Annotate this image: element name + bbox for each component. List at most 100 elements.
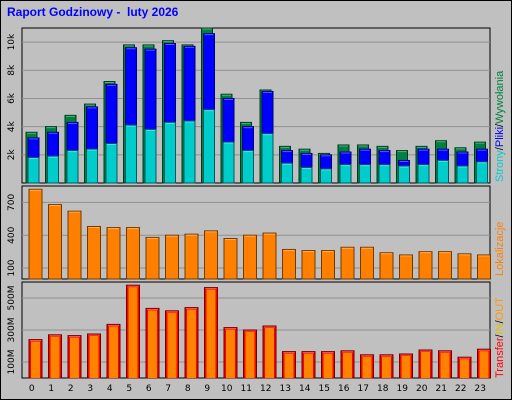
x-tick-label-16: 16 (338, 384, 350, 394)
legend-wywolania: Wywołania (494, 70, 506, 124)
bar-lokalizacje-14 (301, 250, 316, 280)
bar-strony-18 (378, 164, 391, 184)
bar-strony-15 (320, 168, 332, 184)
chart-title: Raport Godzinowy - luty 2026 (7, 5, 179, 19)
bar-lokalizacje-5 (126, 227, 140, 280)
bar-out-7 (167, 312, 177, 378)
bar-out-5 (128, 287, 138, 378)
legend-strony: Strony (494, 150, 506, 182)
x-tick-label-11: 11 (241, 384, 252, 394)
bar-strony-19 (398, 165, 410, 184)
bar-strony-20 (417, 164, 430, 184)
bar-strony-22 (456, 165, 469, 184)
x-tick-label-12: 12 (260, 384, 271, 394)
bar-out-2 (70, 337, 79, 378)
y-tick-label: 100M (7, 350, 17, 375)
plot-area (21, 27, 491, 184)
bar-out-17 (362, 356, 372, 378)
bar-strony-1 (47, 155, 59, 184)
bar-lokalizacje-15 (321, 250, 335, 280)
y-tick-label: 300M (7, 318, 17, 343)
x-tick-label-2: 2 (68, 384, 74, 394)
x-tick-label-7: 7 (165, 384, 171, 394)
bar-out-19 (401, 356, 411, 378)
bar-out-12 (265, 328, 274, 378)
bar-lokalizacje-22 (457, 253, 472, 280)
bar-out-18 (382, 356, 391, 378)
bar-strony-7 (164, 121, 176, 184)
bar-lokalizacje-18 (379, 252, 394, 280)
legend-separator-1: / (494, 146, 506, 150)
y-tick-label: 8k (7, 64, 17, 76)
bar-strony-5 (125, 124, 137, 184)
bar-out-22 (460, 359, 469, 378)
bar-out-4 (109, 326, 118, 378)
bar-out-20 (421, 352, 430, 378)
x-tick-label-22: 22 (455, 384, 466, 394)
bar-strony-17 (359, 164, 371, 184)
bar-out-13 (284, 353, 294, 378)
bar-strony-3 (86, 148, 98, 184)
bar-out-14 (304, 353, 313, 378)
bar-lokalizacje-2 (67, 210, 82, 280)
x-tick-label-4: 4 (107, 384, 113, 394)
legend-separator-2: / (494, 123, 506, 127)
bar-strony-6 (144, 128, 157, 184)
x-tick-label-0: 0 (29, 384, 35, 394)
bar-out-1 (50, 336, 60, 378)
y-tick-label: 10k (7, 33, 17, 50)
y-tick-label: 2k (7, 149, 17, 161)
x-tick-label-5: 5 (126, 384, 132, 394)
bar-lokalizacje-8 (184, 233, 199, 280)
bar-lokalizacje-6 (145, 236, 160, 280)
legend-transfer: Transfer/IN/OUT (494, 297, 506, 378)
x-tick-label-15: 15 (319, 384, 330, 394)
x-tick-label-13: 13 (280, 384, 291, 394)
bar-strony-23 (476, 161, 488, 184)
y-tick-label: 4k (7, 120, 17, 132)
legend-lokalizacje: Lokalizacje (494, 222, 506, 276)
bar-lokalizacje-7 (165, 234, 179, 280)
bar-strony-2 (66, 150, 79, 184)
bar-out-16 (343, 352, 352, 378)
x-tick-label-8: 8 (185, 384, 191, 394)
x-tick-label-18: 18 (377, 384, 389, 394)
bar-out-6 (148, 310, 157, 378)
bar-lokalizacje-20 (418, 251, 433, 280)
y-tick-label: 500M (7, 286, 17, 311)
y-tick-label: 6k (7, 92, 17, 104)
bar-out-9 (206, 289, 216, 378)
y-tick-label: 700 (7, 194, 17, 211)
bar-lokalizacje-19 (399, 254, 413, 280)
bar-strony-13 (281, 162, 293, 184)
x-tick-label-1: 1 (48, 384, 54, 394)
x-tick-label-3: 3 (87, 384, 93, 394)
bar-out-23 (479, 351, 489, 378)
x-tick-label-6: 6 (146, 384, 152, 394)
y-tick-label: 400 (7, 226, 17, 243)
x-tick-label-21: 21 (436, 384, 447, 394)
bar-lokalizacje-11 (243, 234, 257, 280)
x-tick-label-9: 9 (204, 384, 210, 394)
x-tick-label-14: 14 (299, 384, 311, 394)
legend-transfer-label: Transfer (494, 337, 506, 378)
bar-out-15 (323, 353, 333, 378)
legend-in: IN (494, 323, 506, 334)
bar-strony-12 (261, 133, 274, 184)
x-tick-label-10: 10 (221, 384, 233, 394)
x-tick-label-23: 23 (475, 384, 486, 394)
bar-strony-11 (242, 150, 254, 184)
locations-panel: 100 400 700 (7, 185, 491, 280)
legend-separator-4: / (494, 319, 506, 323)
bar-lokalizacje-13 (282, 248, 296, 280)
bar-out-21 (440, 352, 450, 378)
bar-strony-8 (183, 120, 196, 184)
bar-lokalizacje-1 (48, 204, 62, 280)
bar-out-3 (89, 336, 99, 378)
x-tick-label-17: 17 (358, 384, 369, 394)
bar-strony-9 (203, 109, 215, 184)
bar-strony-4 (105, 143, 118, 184)
bar-lokalizacje-9 (204, 230, 218, 280)
bar-lokalizacje-10 (223, 238, 238, 280)
